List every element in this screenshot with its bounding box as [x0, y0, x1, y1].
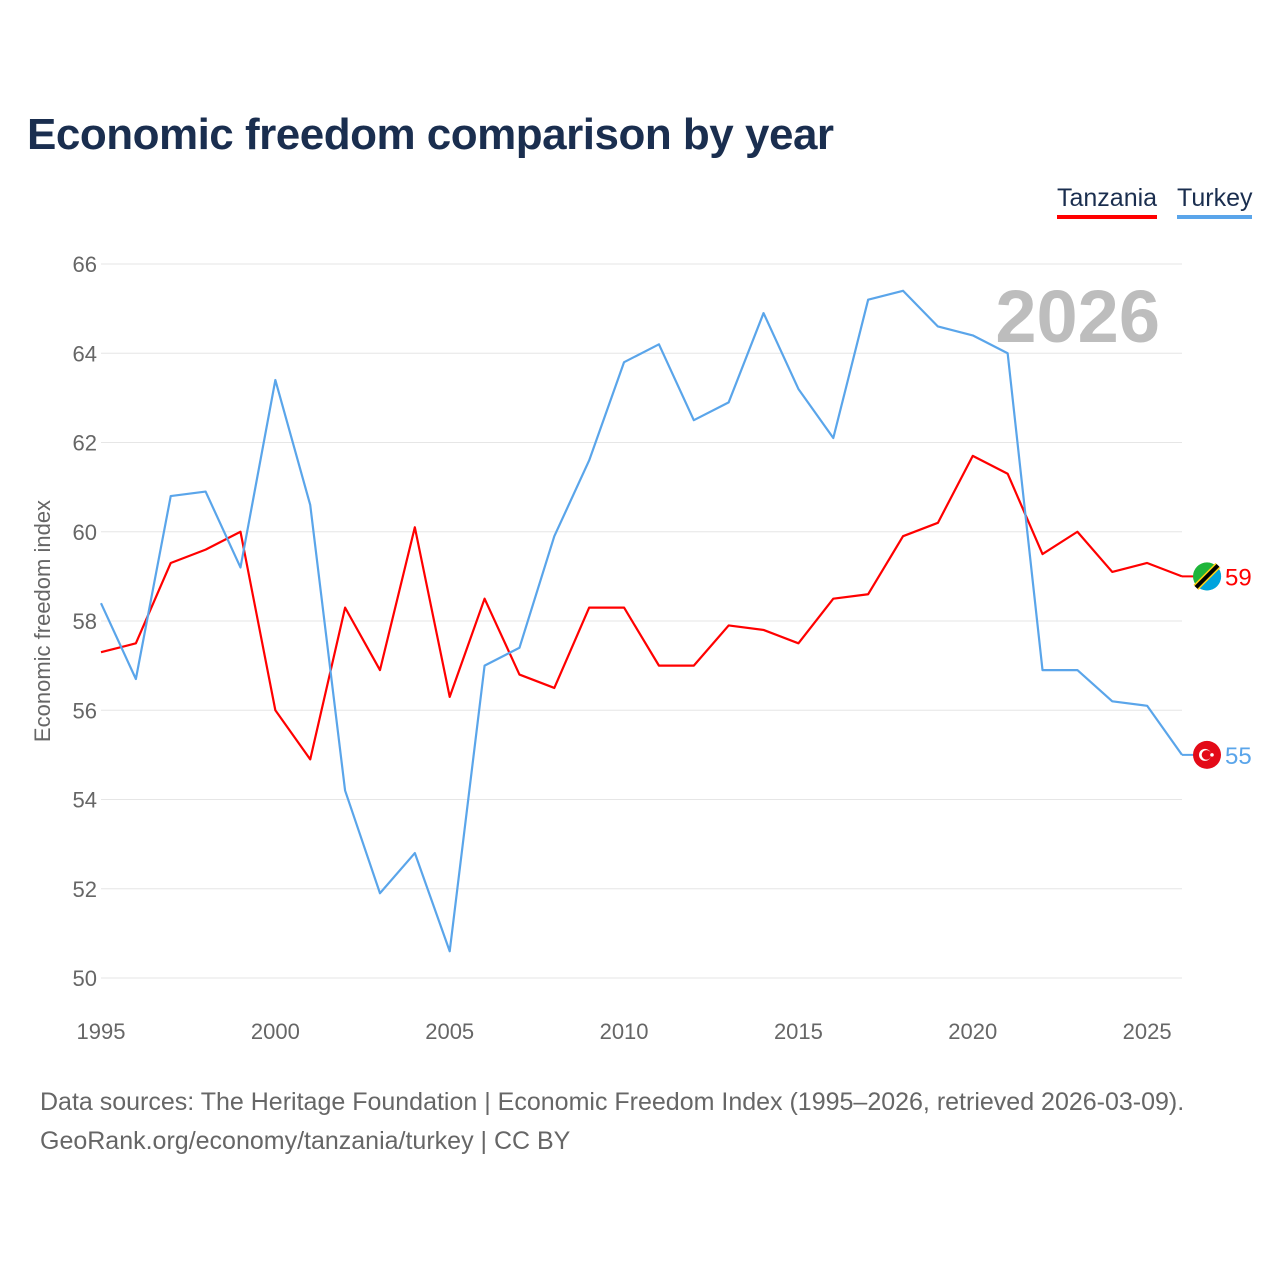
x-tick-label: 2025: [1123, 1019, 1172, 1044]
y-tick-label: 56: [73, 698, 97, 723]
series-line-turkey: [100, 289, 1183, 953]
y-tick-label: 58: [73, 609, 97, 634]
year-watermark: 2026: [995, 275, 1160, 358]
x-tick-label: 2000: [251, 1019, 300, 1044]
x-tick-label: 2020: [948, 1019, 997, 1044]
flag-part: [1201, 750, 1212, 760]
y-tick-label: 62: [73, 431, 97, 456]
y-tick-label: 64: [73, 341, 97, 366]
flag-part: [1194, 563, 1220, 589]
chart-title: Economic freedom comparison by year: [27, 110, 834, 159]
x-tick-label: 2015: [774, 1019, 823, 1044]
source-link[interactable]: GeoRank.org/economy/tanzania/turkey | CC…: [40, 1127, 571, 1155]
x-tick-label: 2010: [600, 1019, 649, 1044]
y-tick-label: 54: [73, 788, 97, 813]
series-line-tanzania: [100, 454, 1183, 761]
end-value-label: 59: [1225, 564, 1252, 591]
y-tick-label: 60: [73, 520, 97, 545]
y-tick-label: 66: [73, 252, 97, 277]
flag-part: [1210, 753, 1214, 757]
y-axis-label: Economic freedom index: [30, 500, 55, 742]
end-value-label: 55: [1225, 743, 1252, 770]
y-tick-label: 50: [73, 966, 97, 991]
x-tick-label: 2005: [425, 1019, 474, 1044]
legend-tanzania[interactable]: Tanzania: [1057, 184, 1158, 219]
data-source: Data sources: The Heritage Foundation | …: [40, 1088, 1185, 1116]
x-tick-label: 1995: [77, 1019, 126, 1044]
y-tick-label: 52: [73, 877, 97, 902]
legend-turkey[interactable]: Turkey: [1177, 184, 1253, 219]
